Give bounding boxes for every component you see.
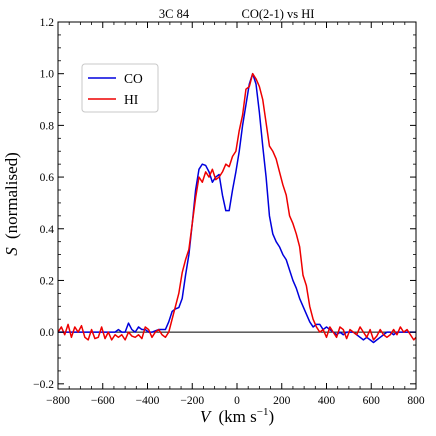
y-tick-label: 0.0 — [40, 327, 55, 339]
x-tick-label: −400 — [136, 395, 160, 407]
x-tick-label: −200 — [180, 395, 204, 407]
y-axis-title: S (normalised) — [2, 152, 21, 256]
y-tick-label: 0.2 — [40, 275, 55, 287]
series-line-co — [58, 72, 416, 344]
y-tick-label: 1.0 — [40, 69, 55, 81]
chart-title-source: 3C 84 — [159, 7, 190, 21]
y-tick-label: 1.2 — [40, 17, 55, 29]
y-tick-label: 0.6 — [40, 172, 55, 184]
y-tick-label: 0.4 — [40, 224, 55, 236]
y-axis-description: (normalised) — [2, 152, 21, 239]
x-axis-unit: (km s — [219, 407, 257, 426]
legend-label-hi: HI — [124, 92, 139, 107]
x-tick-label: −600 — [91, 395, 115, 407]
chart-title-comparison: CO(2-1) vs HI — [242, 7, 315, 21]
x-tick-label: 0 — [234, 395, 240, 407]
tick-layer: −800 −600 −400 −200 0 200 400 600 800 −0.2 0.0 0.2 0… — [33, 17, 425, 407]
x-axis-title: V (km s−1) — [200, 406, 274, 426]
legend: CO HI — [81, 63, 159, 113]
series-line-hi — [57, 72, 417, 341]
x-axis-unit-exponent: −1 — [257, 406, 269, 418]
x-tick-label: 200 — [273, 395, 291, 407]
x-tick-label: −800 — [46, 395, 70, 407]
x-tick-label: 600 — [363, 395, 381, 407]
y-tick-label: 0.8 — [40, 120, 55, 132]
y-tick-label: −0.2 — [33, 379, 54, 391]
legend-label-co: CO — [124, 71, 143, 86]
x-tick-label: 400 — [318, 395, 336, 407]
x-axis-variable: V — [200, 407, 213, 426]
x-axis-unit-close: ) — [268, 407, 274, 426]
legend-box — [81, 63, 159, 113]
series-layer — [57, 72, 417, 344]
y-axis-variable: S — [2, 247, 21, 256]
x-tick-label: 800 — [407, 395, 425, 407]
